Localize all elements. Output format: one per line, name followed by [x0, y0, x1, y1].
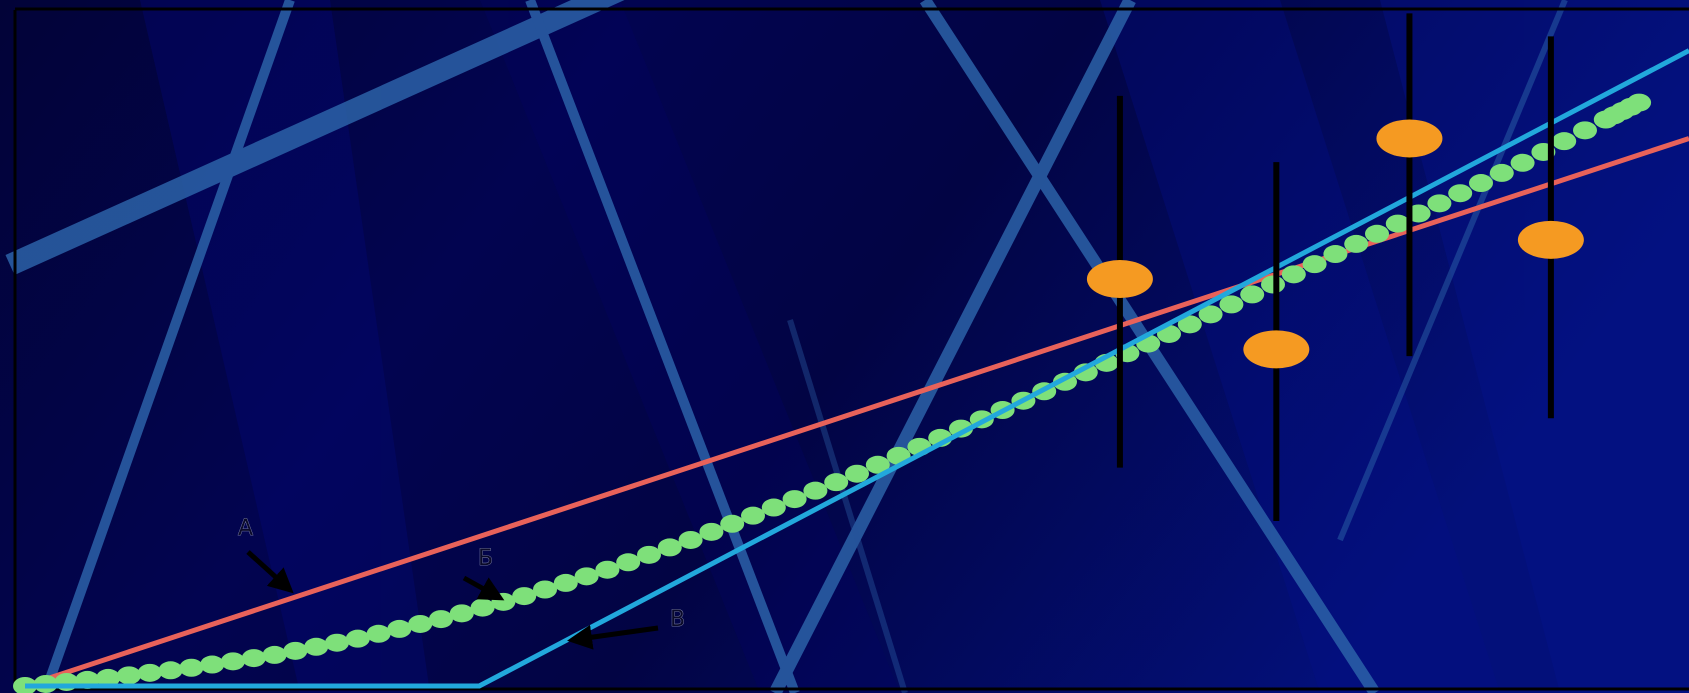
series-2-point: [262, 645, 287, 664]
series-2-point: [720, 514, 745, 533]
series-2-point: [1552, 132, 1577, 151]
annotation-arrow: [246, 550, 294, 594]
series-2-point: [782, 490, 807, 509]
series-2-point: [1198, 305, 1223, 324]
series-2-point: [949, 419, 973, 438]
series-2-point: [325, 633, 349, 652]
series-2-point: [1489, 163, 1514, 182]
series-2-point: [241, 649, 266, 668]
series-2-point: [553, 573, 578, 592]
series-3: [25, 48, 1689, 689]
observation-point: [1086, 260, 1153, 299]
series-2-point: [117, 666, 141, 685]
series-2-point: [657, 538, 682, 557]
series-2-point: [1302, 255, 1327, 274]
series-2-point: [803, 481, 828, 500]
series-2-point: [1344, 234, 1369, 253]
series-2-point: [387, 619, 412, 638]
series-2-point: [824, 473, 849, 492]
observation-point: [1243, 330, 1310, 369]
series-2-point: [616, 553, 641, 572]
observation-point: [1517, 220, 1584, 259]
series-2-point: [1427, 194, 1452, 213]
series-2-point: [699, 522, 724, 541]
series-2-point: [865, 455, 890, 474]
series-2-point: [345, 629, 370, 648]
annotation-label: А: [238, 516, 253, 541]
series-2-point: [179, 658, 204, 677]
series-2-point: [1406, 204, 1431, 223]
observation-point: [1376, 119, 1443, 158]
series-2-point: [595, 560, 620, 579]
series-2-point: [304, 637, 329, 656]
series-2-point: [1448, 184, 1473, 203]
series-2-point: [137, 663, 162, 682]
series-2-point: [1469, 174, 1493, 193]
series-2-point: [741, 506, 765, 525]
series-2-point: [429, 610, 453, 629]
observations: [1086, 119, 1584, 369]
series-2-point: [470, 598, 495, 617]
series-2-point: [96, 668, 121, 687]
series-3-line: [25, 48, 1689, 689]
axes: [13, 7, 1689, 691]
annotations: А Б В: [238, 516, 685, 650]
series-2-point: [761, 498, 786, 517]
series-2-point: [1510, 153, 1535, 172]
series-2-point: [366, 624, 391, 643]
annotation-label: Б: [478, 546, 493, 571]
series-2-point: [1573, 121, 1597, 140]
series-2-point: [637, 545, 661, 564]
series-2-point: [574, 567, 599, 586]
annotation-label: В: [670, 607, 685, 632]
series-2-point: [533, 580, 557, 599]
series-2-point: [449, 604, 474, 623]
annotation-arrow: [567, 624, 659, 650]
series-2-point: [1281, 265, 1306, 284]
series-2-point: [408, 614, 433, 633]
series-2-point: [1261, 275, 1285, 294]
decorative-bands: [5, 0, 1568, 693]
series-2-point: [221, 652, 245, 671]
series-2-point: [200, 655, 225, 674]
series-2-point: [1219, 295, 1244, 314]
series-2-point: [1618, 97, 1643, 116]
series-2-point: [1365, 224, 1389, 243]
series-2-point: [283, 641, 308, 660]
series-2-point: [1177, 315, 1202, 334]
series-2-point: [512, 587, 537, 606]
series-2-point: [845, 464, 869, 483]
series-2-point: [678, 530, 703, 549]
series-2-point: [158, 661, 183, 680]
series-2-point: [1385, 214, 1410, 233]
series-2-point: [1240, 285, 1265, 304]
series-2-point: [1323, 245, 1348, 264]
annotation-arrow: [462, 575, 505, 601]
